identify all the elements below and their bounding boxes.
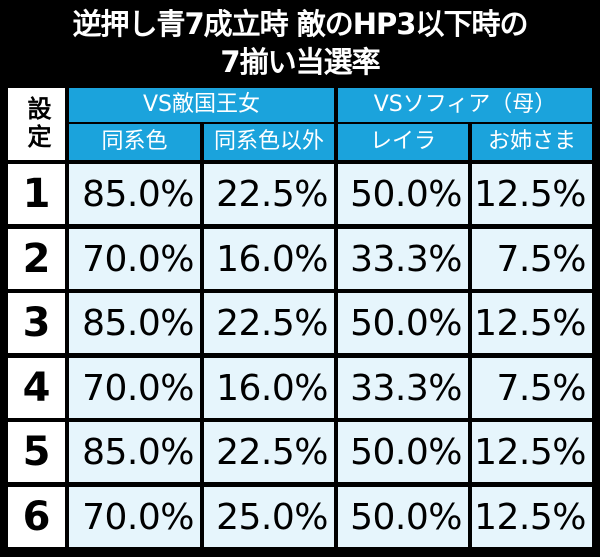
- setting-header: 設定: [8, 88, 65, 160]
- subheader-onesama: お姉さま: [472, 124, 592, 160]
- rate-cell-onesama: 12.5%: [472, 422, 592, 482]
- rate-cell-other-color: 22.5%: [204, 164, 334, 224]
- setting-label: 4: [8, 358, 65, 418]
- rate-cell-same-color: 70.0%: [69, 229, 200, 289]
- rate-cell-other-color: 22.5%: [204, 422, 334, 482]
- rate-cell-other-color: 16.0%: [204, 229, 334, 289]
- setting-label: 3: [8, 293, 65, 353]
- rate-cell-leila: 50.0%: [338, 164, 468, 224]
- rate-cell-leila: 33.3%: [338, 229, 468, 289]
- rate-cell-same-color: 70.0%: [69, 358, 200, 418]
- group-header-enemy-princess: VS敵国王女: [69, 88, 334, 122]
- rate-cell-onesama: 7.5%: [472, 229, 592, 289]
- rate-cell-onesama: 12.5%: [472, 293, 592, 353]
- subheader-leila: レイラ: [338, 124, 468, 160]
- rate-cell-leila: 33.3%: [338, 358, 468, 418]
- rate-cell-onesama: 7.5%: [472, 358, 592, 418]
- page-title: 逆押し青7成立時 敵のHP3以下時の 7揃い当選率: [0, 0, 600, 86]
- rate-cell-same-color: 85.0%: [69, 164, 200, 224]
- title-line-2: 7揃い当選率: [220, 45, 380, 79]
- rate-cell-leila: 50.0%: [338, 422, 468, 482]
- setting-label: 5: [8, 422, 65, 482]
- subheader-same-color: 同系色: [69, 124, 200, 160]
- rate-cell-onesama: 12.5%: [472, 164, 592, 224]
- rate-cell-onesama: 12.5%: [472, 487, 592, 547]
- rate-cell-other-color: 22.5%: [204, 293, 334, 353]
- setting-label: 1: [8, 164, 65, 224]
- subheader-other-color: 同系色以外: [204, 124, 334, 160]
- setting-label: 6: [8, 487, 65, 547]
- rate-cell-same-color: 70.0%: [69, 487, 200, 547]
- title-line-1: 逆押し青7成立時 敵のHP3以下時の: [72, 7, 529, 41]
- rate-cell-same-color: 85.0%: [69, 422, 200, 482]
- rate-cell-other-color: 16.0%: [204, 358, 334, 418]
- rate-table: 設定 VS敵国王女 VSソフィア（母） 同系色 同系色以外 レイラ お姉さま 1…: [0, 86, 600, 557]
- rate-cell-leila: 50.0%: [338, 293, 468, 353]
- rate-cell-other-color: 25.0%: [204, 487, 334, 547]
- rate-cell-leila: 50.0%: [338, 487, 468, 547]
- setting-label: 2: [8, 229, 65, 289]
- rate-cell-same-color: 85.0%: [69, 293, 200, 353]
- group-header-sofia: VSソフィア（母）: [338, 88, 592, 122]
